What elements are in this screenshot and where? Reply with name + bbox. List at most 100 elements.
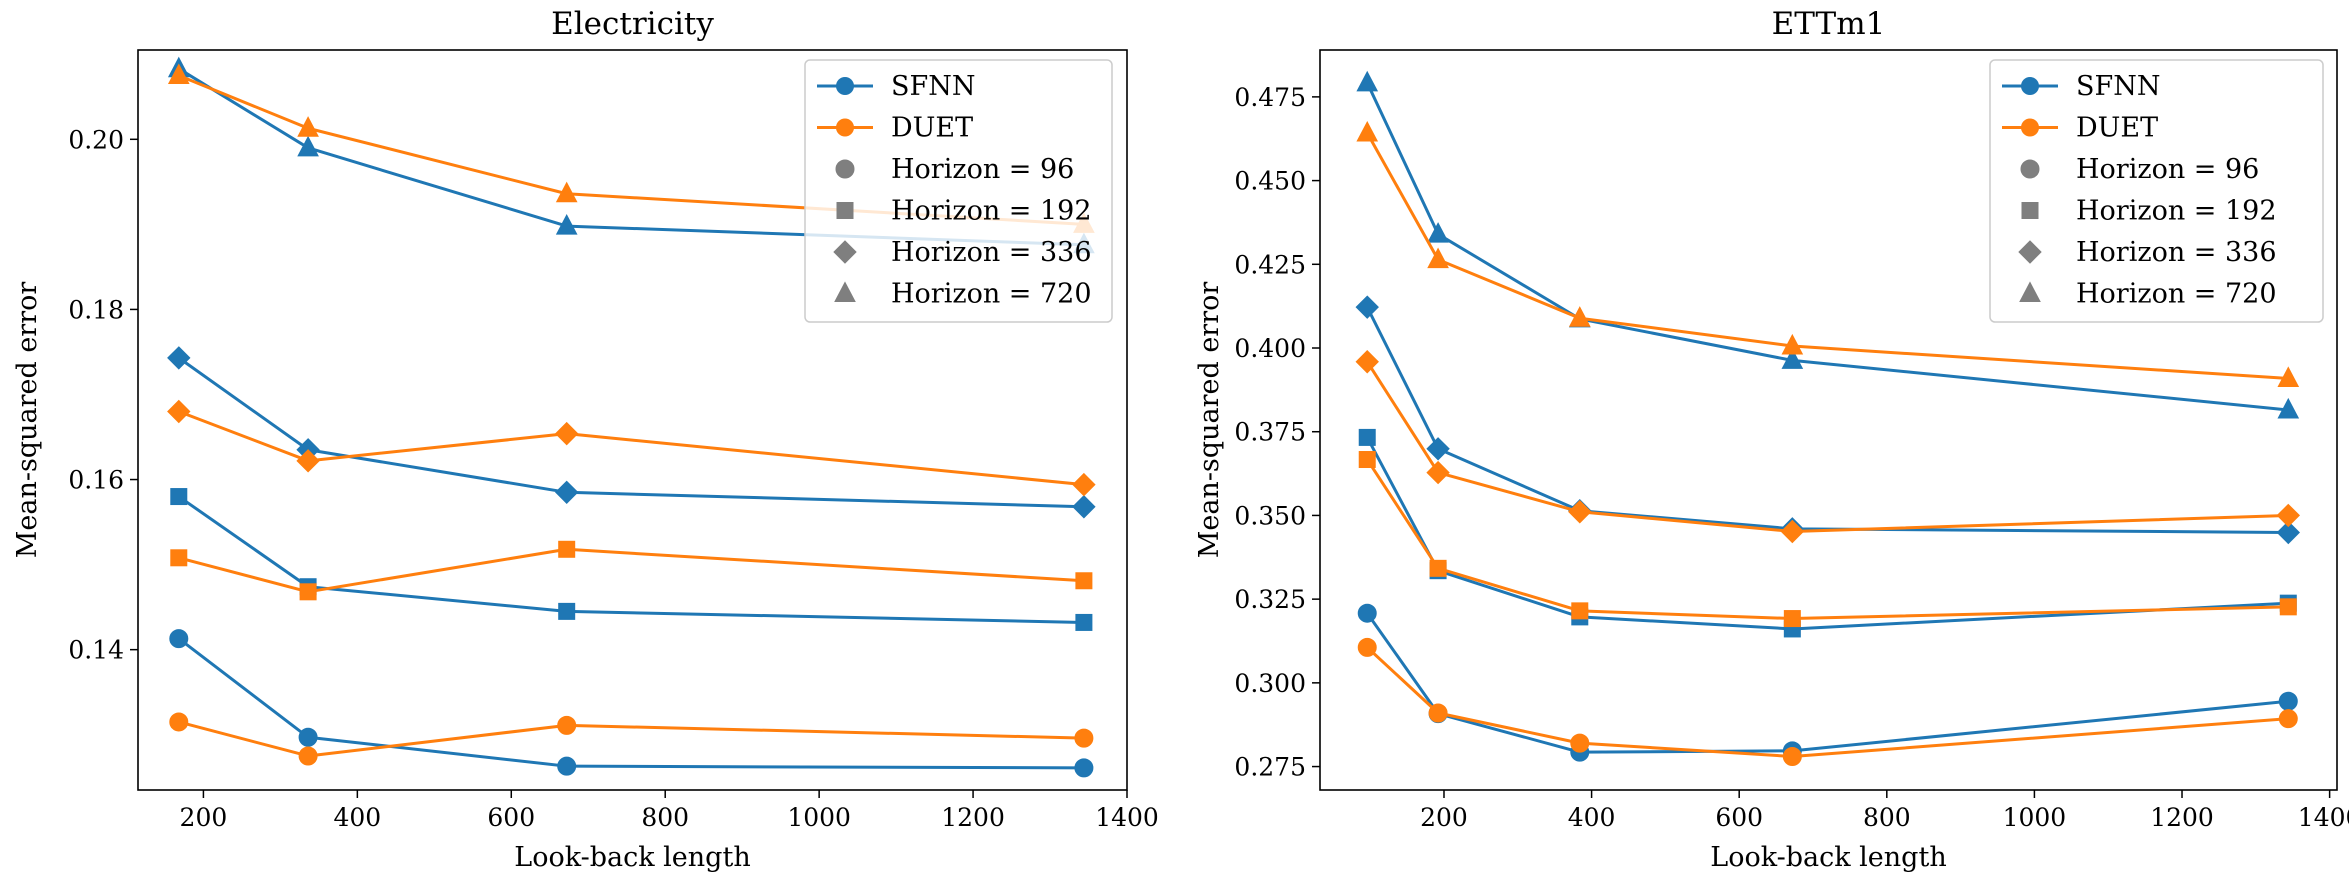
data-point-duet-h192	[1075, 572, 1093, 590]
data-point-sfnn-h720	[555, 213, 578, 235]
series-duet-h192-electricity	[170, 540, 1093, 601]
x-tick-label-electricity: 400	[333, 803, 381, 832]
legend-electricity: SFNN DUET Horizon = 96 Horizon = 192 Horizon…	[804, 59, 1113, 323]
legend-label-horizon-336: Horizon = 336	[2076, 237, 2277, 268]
y-tick-label-ettm1: 0.275	[1234, 753, 1306, 782]
legend-label-horizon-96: Horizon = 96	[2076, 154, 2259, 185]
legend-marker-horizon-96	[835, 159, 855, 179]
series-line-duet-h96	[1365, 645, 2290, 759]
series-line-sfnn-h192	[177, 495, 1086, 624]
series-duet-h192-ettm1	[1358, 451, 2297, 628]
data-point-duet-h336	[554, 421, 579, 446]
data-point-duet-h192	[170, 549, 188, 567]
series-line-duet-h192	[1365, 458, 2290, 621]
data-point-sfnn-h96	[169, 629, 189, 649]
data-point-sfnn-h720	[1356, 70, 1379, 92]
data-point-sfnn-h192	[1358, 428, 1376, 446]
series-duet-h96-electricity	[169, 712, 1094, 766]
series-line-sfnn-h336	[177, 356, 1086, 509]
data-point-duet-h192	[558, 540, 576, 558]
legend-label-duet: DUET	[891, 113, 973, 144]
x-tick-label-electricity: 200	[180, 803, 228, 832]
y-axis-label-ettm1: Mean-squared error	[1194, 282, 1225, 559]
data-point-duet-h96	[1570, 733, 1590, 753]
legend-label-horizon-336: Horizon = 336	[891, 237, 1092, 268]
data-point-duet-h336	[1568, 500, 1592, 524]
x-tick-label-electricity: 800	[641, 803, 689, 832]
legend-marker-horizon-336	[2018, 240, 2042, 264]
data-point-duet-h96	[298, 746, 318, 766]
chart-title-ettm1: ETTm1	[1772, 6, 1886, 42]
legend-ettm1: SFNN DUET Horizon = 96 Horizon = 192 Horizon…	[1989, 59, 2324, 323]
y-tick-label-electricity: 0.20	[68, 125, 124, 154]
legend-label-horizon-96: Horizon = 96	[891, 154, 1074, 185]
x-tick-label-electricity: 600	[487, 803, 535, 832]
data-point-duet-h720	[1781, 333, 1804, 355]
data-point-sfnn-h720	[297, 135, 319, 157]
legend-label-sfnn: SFNN	[2076, 71, 2160, 102]
series-duet-h336-electricity	[167, 399, 1096, 497]
data-point-duet-h720	[2277, 366, 2300, 387]
data-point-duet-h96	[1074, 728, 1094, 748]
chart-title-electricity: Electricity	[551, 6, 714, 42]
legend-marker-horizon-336	[833, 240, 857, 264]
plot-frame-electricity	[137, 49, 1128, 791]
data-point-duet-h192	[1358, 451, 1376, 469]
legend-marker-horizon-720	[2019, 281, 2041, 302]
legend-marker-duet	[2021, 118, 2039, 137]
series-line-sfnn-h96	[1365, 611, 2290, 754]
data-point-duet-h192	[1571, 602, 1589, 620]
series-line-duet-h96	[177, 720, 1086, 758]
data-point-duet-h96	[557, 715, 577, 735]
data-point-sfnn-h192	[558, 602, 576, 620]
x-tick-label-electricity: 1400	[1095, 803, 1159, 832]
series-line-duet-h336	[1365, 360, 2290, 533]
data-point-duet-h720	[1568, 306, 1591, 327]
legend-marker-horizon-192	[836, 202, 854, 219]
series-line-duet-h192	[177, 547, 1086, 594]
data-point-duet-h96	[1357, 637, 1377, 657]
data-point-duet-h720	[1427, 247, 1449, 269]
series-line-sfnn-h336	[1365, 305, 2290, 535]
legend-label-horizon-720: Horizon = 720	[2076, 279, 2277, 310]
data-point-duet-h192	[1783, 610, 1801, 628]
data-point-duet-h336	[1426, 460, 1450, 485]
x-tick-label-ettm1: 1400	[2298, 803, 2349, 832]
data-point-duet-h96	[1428, 703, 1448, 723]
x-tick-label-ettm1: 1000	[2003, 803, 2067, 832]
legend-marker-horizon-192	[2021, 202, 2039, 219]
data-point-sfnn-h336	[167, 346, 191, 370]
data-point-duet-h336	[1072, 472, 1096, 497]
data-point-sfnn-h720	[2277, 397, 2300, 419]
x-axis-label-electricity: Look-back length	[514, 842, 750, 873]
data-point-sfnn-h192	[170, 488, 188, 506]
series-duet-h96-ettm1	[1357, 637, 2298, 767]
data-point-sfnn-h96	[1074, 758, 1094, 778]
series-sfnn-h336-electricity	[167, 346, 1096, 519]
y-tick-label-electricity: 0.16	[68, 466, 124, 495]
legend-marker-sfnn	[2021, 77, 2039, 95]
legend-marker-sfnn	[836, 77, 854, 95]
data-point-sfnn-h720	[1781, 348, 1804, 369]
y-tick-label-ettm1: 0.325	[1234, 585, 1306, 614]
x-tick-label-ettm1: 800	[1863, 803, 1911, 832]
series-sfnn-h192-electricity	[170, 488, 1093, 631]
plot-frame-ettm1	[1319, 49, 2338, 791]
series-line-duet-h336	[177, 409, 1086, 487]
y-tick-label-electricity: 0.18	[68, 295, 124, 324]
x-tick-label-ettm1: 600	[1715, 803, 1763, 832]
series-duet-h720-ettm1	[1356, 120, 2300, 387]
x-axis-label-ettm1: Look-back length	[1710, 842, 1946, 873]
data-point-sfnn-h336	[554, 480, 579, 505]
data-point-duet-h720	[1356, 120, 1379, 142]
y-tick-label-ettm1: 0.400	[1234, 334, 1306, 363]
y-tick-label-ettm1: 0.350	[1234, 501, 1306, 530]
y-tick-label-ettm1: 0.300	[1234, 669, 1306, 698]
x-tick-label-electricity: 1200	[941, 803, 1005, 832]
data-point-sfnn-h336	[1426, 437, 1450, 461]
data-point-duet-h720	[167, 63, 190, 85]
y-tick-label-ettm1: 0.425	[1234, 250, 1306, 279]
data-point-duet-h336	[167, 399, 191, 424]
data-point-duet-h336	[1355, 350, 1379, 374]
